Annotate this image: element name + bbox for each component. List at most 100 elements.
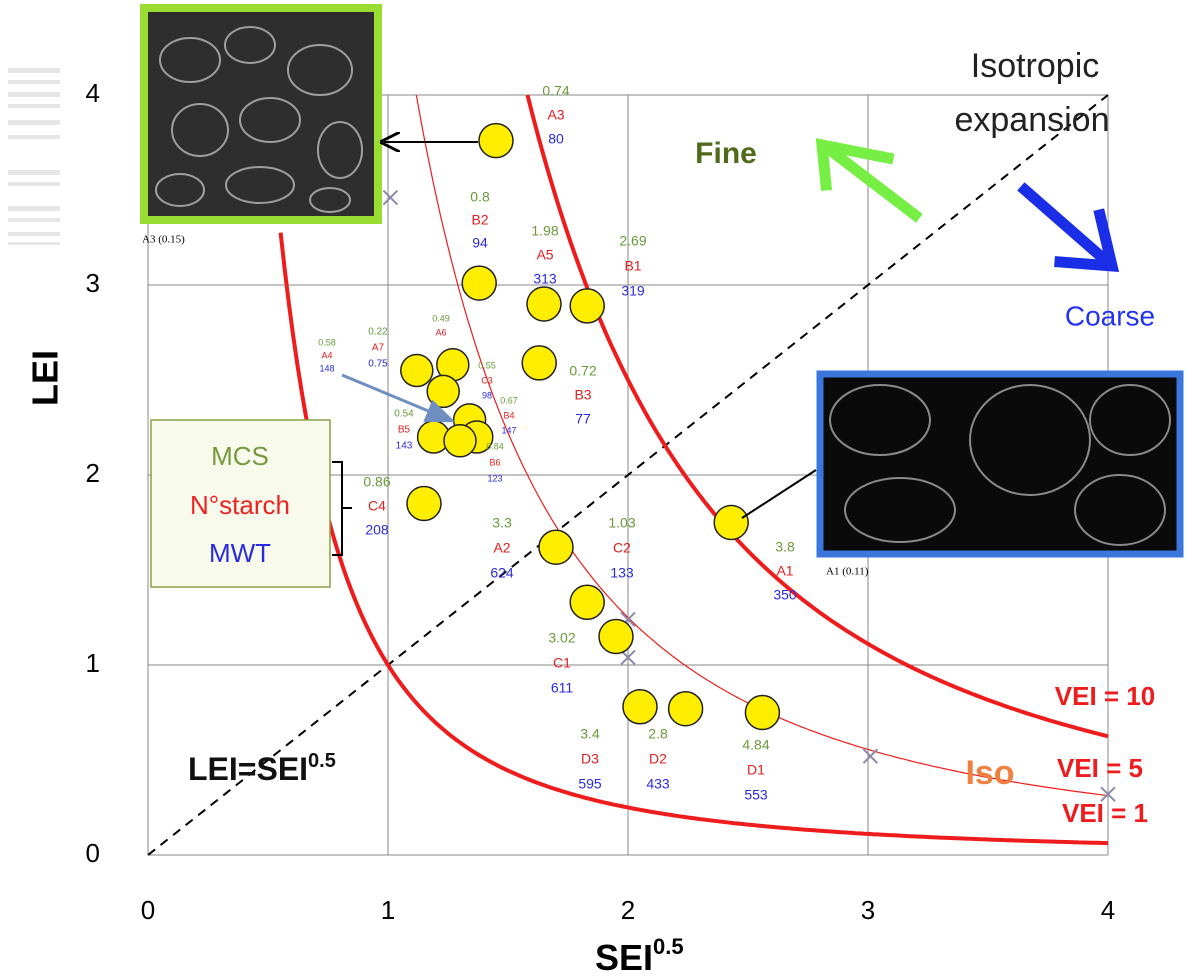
legend-text: N°starch xyxy=(190,490,290,520)
label-name: C4 xyxy=(368,498,386,514)
label-mwt: 553 xyxy=(744,787,768,803)
x-axis-title: SEI0.5 xyxy=(595,934,684,978)
annotation: Fine xyxy=(695,137,757,170)
x-tick-label: 0 xyxy=(141,895,155,925)
label-name: C1 xyxy=(553,655,571,671)
label-mwt: 0.75 xyxy=(368,359,388,370)
point xyxy=(426,374,460,409)
cross-marker xyxy=(620,649,636,666)
y-tick-label: 3 xyxy=(86,268,100,298)
label-mcs: 1.98 xyxy=(531,223,558,239)
arrow xyxy=(341,373,456,423)
label-mwt: 133 xyxy=(610,565,634,581)
label-sup: 0.5 xyxy=(653,934,684,959)
label-mwt: 595 xyxy=(578,776,602,792)
label-name: A6 xyxy=(435,327,446,337)
vei-curve xyxy=(278,232,1109,846)
label-mcs: 0.72 xyxy=(569,363,596,379)
label-name: A2 xyxy=(493,540,510,556)
y-tick-label: 4 xyxy=(86,78,100,108)
label-mcs: 3.8 xyxy=(775,539,795,555)
fine-arrow xyxy=(815,138,923,223)
x-tick-label: 2 xyxy=(621,895,635,925)
label-mcs: 0.49 xyxy=(432,313,450,323)
y-tick-label: 0 xyxy=(86,838,100,868)
image-caption: A1 (0.11) xyxy=(826,566,869,578)
point xyxy=(538,529,574,565)
point xyxy=(569,584,605,621)
label-mcs: 4.84 xyxy=(742,737,769,753)
label-main: SEI xyxy=(595,937,653,978)
label-mcs: 0.8 xyxy=(470,189,490,205)
label-mcs: 0.86 xyxy=(363,474,390,490)
curve-label: VEI = 1 xyxy=(1062,798,1148,828)
label-mwt: 624 xyxy=(490,565,514,581)
connector xyxy=(741,469,817,519)
diagonal-label: LEI=SEI0.5 xyxy=(188,750,336,787)
label-mcs: 0.54 xyxy=(394,409,414,420)
label-mwt: 80 xyxy=(548,131,564,147)
x-tick-label: 1 xyxy=(381,895,395,925)
label-mcs: 0.74 xyxy=(542,83,569,99)
image-a3 xyxy=(140,4,382,224)
point xyxy=(569,288,605,324)
label-mwt: 433 xyxy=(646,776,670,792)
label-name: B6 xyxy=(489,457,500,467)
vei-curve xyxy=(525,94,1109,739)
label-mcs: 1.03 xyxy=(608,515,635,531)
legend-text: MWT xyxy=(209,538,271,568)
label-mcs: 0.55 xyxy=(478,360,496,370)
y-tick-label: 1 xyxy=(86,648,100,678)
point xyxy=(667,690,704,727)
label-mwt: 94 xyxy=(472,235,488,251)
diagonal xyxy=(147,94,1109,856)
point xyxy=(443,424,477,458)
point xyxy=(622,689,658,725)
label-name: C2 xyxy=(613,540,631,556)
label-name: A5 xyxy=(536,247,553,263)
point xyxy=(461,265,497,301)
label-name: B3 xyxy=(574,387,591,403)
label-mwt: 208 xyxy=(365,522,389,538)
annotation: expansion xyxy=(954,101,1109,139)
point xyxy=(521,345,557,381)
label-mwt: 143 xyxy=(396,441,413,452)
label-name: C3 xyxy=(481,375,493,385)
label-name: D2 xyxy=(649,751,667,767)
label-mcs: 3.02 xyxy=(548,630,575,646)
label-mwt: 313 xyxy=(533,271,557,287)
image-caption: A3 (0.15) xyxy=(142,234,185,246)
x-tick-label: 3 xyxy=(861,895,875,925)
point xyxy=(598,618,634,655)
label-mwt: 319 xyxy=(621,283,645,299)
label-name: A3 xyxy=(547,107,564,123)
label-mcs: 2.8 xyxy=(648,726,668,742)
point xyxy=(744,694,781,731)
point xyxy=(478,122,514,159)
y-tick-label: 2 xyxy=(86,458,100,488)
x-tick-label: 4 xyxy=(1101,895,1115,925)
y-axis-title: LEI xyxy=(25,350,66,406)
annotation: Coarse xyxy=(1065,300,1155,331)
point xyxy=(526,286,562,322)
curve-label: VEI = 5 xyxy=(1057,753,1143,783)
label-name: A4 xyxy=(321,350,332,360)
cross-marker xyxy=(1100,786,1116,802)
label-mwt: 148 xyxy=(319,363,334,373)
label-name: D1 xyxy=(747,762,765,778)
cross-marker xyxy=(382,189,399,206)
annotation: Iso xyxy=(965,754,1014,792)
coarse-arrow xyxy=(1017,182,1120,273)
label-name: B2 xyxy=(471,212,488,228)
label-mwt: 611 xyxy=(551,680,574,696)
point xyxy=(713,504,749,541)
label-mwt: 350 xyxy=(773,587,797,603)
label-mwt: 147 xyxy=(501,425,516,435)
label-mcs: 0.58 xyxy=(318,337,336,347)
cross-marker xyxy=(862,748,879,764)
label-mwt: 77 xyxy=(575,411,591,427)
label-mcs: 3.4 xyxy=(580,726,600,742)
side-stripes xyxy=(8,68,60,245)
legend-box xyxy=(150,419,352,588)
